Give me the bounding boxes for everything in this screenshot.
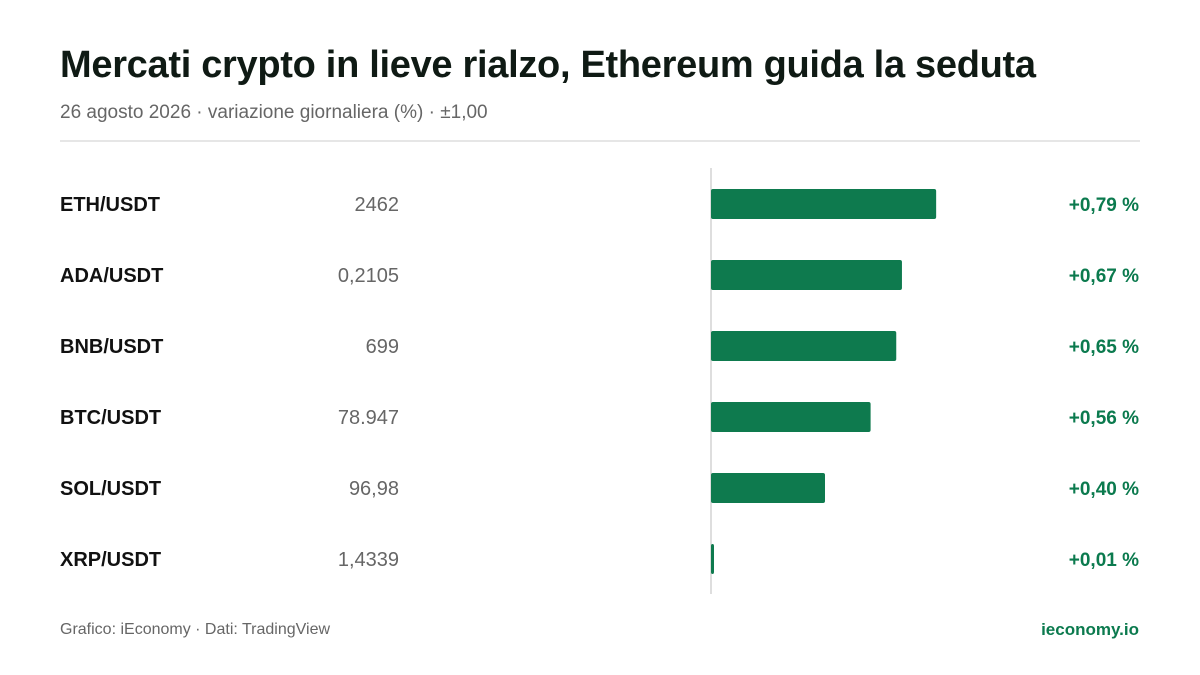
source-credit: Grafico: iEconomy · Dati: TradingView (60, 621, 331, 638)
bar (711, 331, 897, 361)
pair-label: BTC/USDT (60, 407, 161, 429)
price-label: 2462 (355, 194, 400, 216)
price-label: 96,98 (349, 478, 399, 500)
bar (711, 260, 902, 290)
value-label: +0,01 % (1069, 550, 1139, 571)
pair-label: ETH/USDT (60, 194, 160, 216)
chart-subtitle: 26 agosto 2026 · variazione giornaliera … (60, 102, 488, 123)
value-label: +0,56 % (1069, 408, 1139, 429)
pair-label: XRP/USDT (60, 549, 161, 571)
value-label: +0,65 % (1069, 337, 1139, 358)
bar (711, 189, 937, 219)
price-label: 1,4339 (338, 549, 399, 571)
header-divider (60, 140, 1140, 142)
bar (711, 402, 871, 432)
pair-label: BNB/USDT (60, 336, 163, 358)
price-label: 78.947 (338, 407, 399, 429)
pair-label: SOL/USDT (60, 478, 161, 500)
brand-link[interactable]: ieconomy.io (1041, 620, 1139, 639)
chart-title: Mercati crypto in lieve rialzo, Ethereum… (60, 44, 1036, 86)
price-label: 0,2105 (338, 265, 399, 287)
value-label: +0,40 % (1069, 479, 1139, 500)
pair-label: ADA/USDT (60, 265, 163, 287)
bar (711, 473, 825, 503)
bar (711, 544, 714, 574)
value-label: +0,79 % (1069, 195, 1139, 216)
price-label: 699 (366, 336, 399, 358)
value-label: +0,67 % (1069, 266, 1139, 287)
